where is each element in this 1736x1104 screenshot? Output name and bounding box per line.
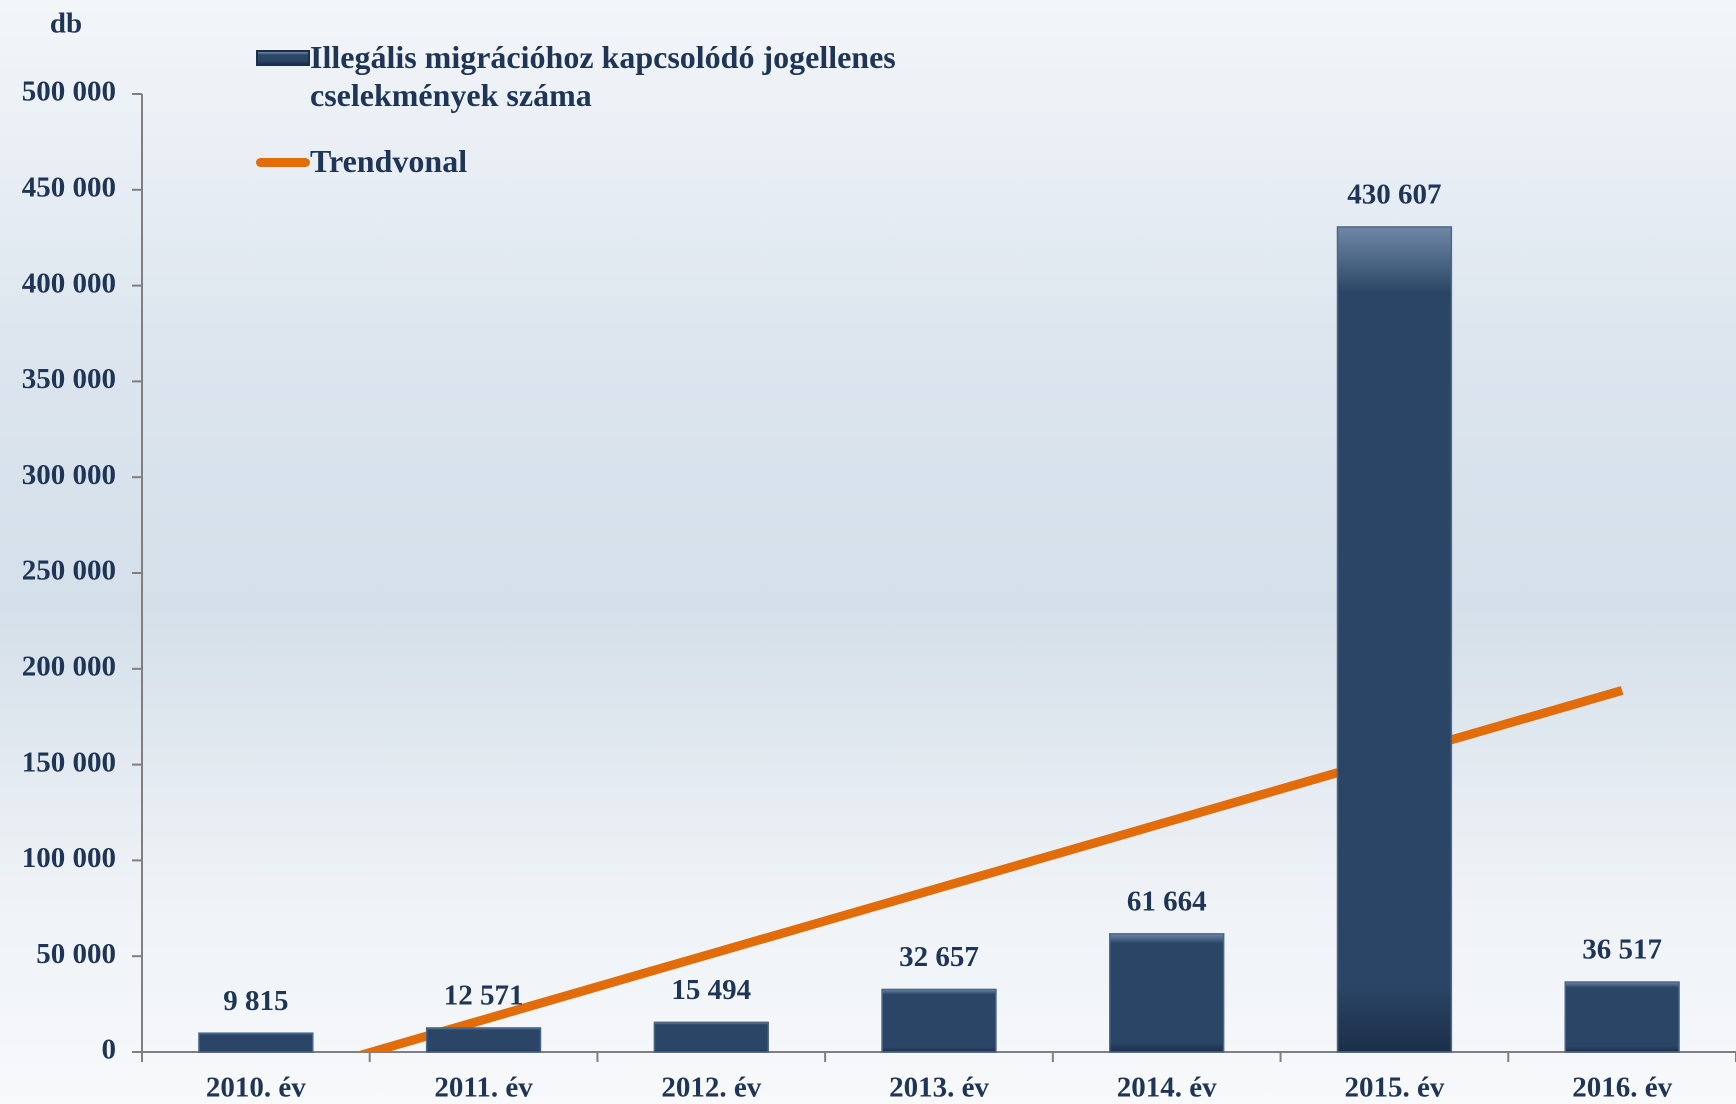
legend-label: Illegális migrációhoz kapcsolódó jogelle… <box>310 38 1016 114</box>
legend-label: Trendvonal <box>310 142 467 180</box>
y-tick-label: 250 000 <box>22 555 116 587</box>
y-tick-label: 150 000 <box>22 746 116 778</box>
y-tick-label: 300 000 <box>22 459 116 491</box>
x-tick-label: 2013. év <box>889 1072 989 1104</box>
legend: Illegális migrációhoz kapcsolódó jogelle… <box>256 38 1016 208</box>
bar <box>199 1033 313 1052</box>
x-tick-label: 2014. év <box>1117 1072 1217 1104</box>
page: db 0 50 000 100 000 150 000 200 000 250 000 30… <box>0 0 1736 1104</box>
y-axis-label: db <box>50 8 82 40</box>
value-label: 15 494 <box>671 974 751 1006</box>
bar <box>427 1028 541 1052</box>
bar <box>1110 934 1224 1052</box>
bar <box>1338 227 1452 1052</box>
value-label: 12 571 <box>444 980 524 1012</box>
y-tick-label: 50 000 <box>36 938 116 970</box>
legend-item: Illegális migrációhoz kapcsolódó jogelle… <box>256 38 1016 114</box>
y-tick-label: 100 000 <box>22 842 116 874</box>
legend-item: Trendvonal <box>256 142 1016 180</box>
bar <box>882 989 996 1052</box>
y-tick-label: 450 000 <box>22 171 116 203</box>
y-tick-label: 0 <box>102 1034 117 1066</box>
bar <box>654 1022 768 1052</box>
legend-symbol <box>256 50 310 66</box>
x-tick-label: 2016. év <box>1572 1072 1672 1104</box>
value-label: 430 607 <box>1347 179 1441 211</box>
y-tick-label: 400 000 <box>22 267 116 299</box>
y-tick-label: 500 000 <box>22 76 116 108</box>
x-tick-label: 2012. év <box>661 1072 761 1104</box>
legend-symbol <box>256 158 310 167</box>
value-label: 36 517 <box>1582 934 1662 966</box>
value-label: 61 664 <box>1127 886 1207 918</box>
value-label: 9 815 <box>223 985 288 1017</box>
y-tick-label: 350 000 <box>22 363 116 395</box>
bar <box>1565 982 1679 1052</box>
x-tick-label: 2015. év <box>1344 1072 1444 1104</box>
y-tick-label: 200 000 <box>22 650 116 682</box>
x-tick-label: 2011. év <box>434 1072 533 1104</box>
x-tick-label: 2010. év <box>206 1072 306 1104</box>
value-label: 32 657 <box>899 941 979 973</box>
